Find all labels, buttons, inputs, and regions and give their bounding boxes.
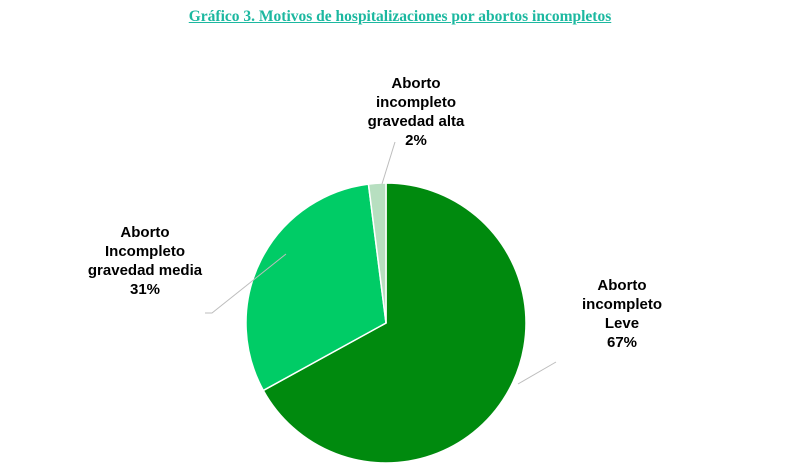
data-label-line: 67% bbox=[607, 334, 637, 351]
data-label-line: Incompleto bbox=[105, 243, 185, 260]
data-label-media: Aborto Incompleto gravedad media 31% bbox=[88, 224, 203, 298]
data-label-line: Leve bbox=[605, 315, 639, 332]
data-label-alta: Aborto incompleto gravedad alta 2% bbox=[368, 75, 465, 149]
data-label-line: incompleto bbox=[376, 94, 456, 111]
data-label-line: incompleto bbox=[582, 296, 662, 313]
data-label-line: 2% bbox=[405, 132, 427, 149]
data-label-line: 31% bbox=[130, 281, 160, 298]
leader-line-alta bbox=[381, 141, 396, 185]
data-label-line: Aborto bbox=[597, 277, 646, 294]
data-label-line: Aborto bbox=[391, 75, 440, 92]
data-label-line: gravedad alta bbox=[368, 113, 465, 130]
data-label-line: gravedad media bbox=[88, 262, 203, 279]
leader-line-leve bbox=[517, 361, 557, 385]
data-label-line: Aborto bbox=[120, 224, 169, 241]
pie-slice-alta bbox=[367, 182, 387, 324]
chart-title: Gráfico 3. Motivos de hospitalizaciones … bbox=[188, 8, 612, 25]
pie-slice-media bbox=[245, 183, 387, 392]
data-label-leve: Aborto incompleto Leve 67% bbox=[582, 277, 662, 351]
pie-slice-leve bbox=[262, 182, 527, 464]
leader-line-media bbox=[205, 253, 287, 314]
